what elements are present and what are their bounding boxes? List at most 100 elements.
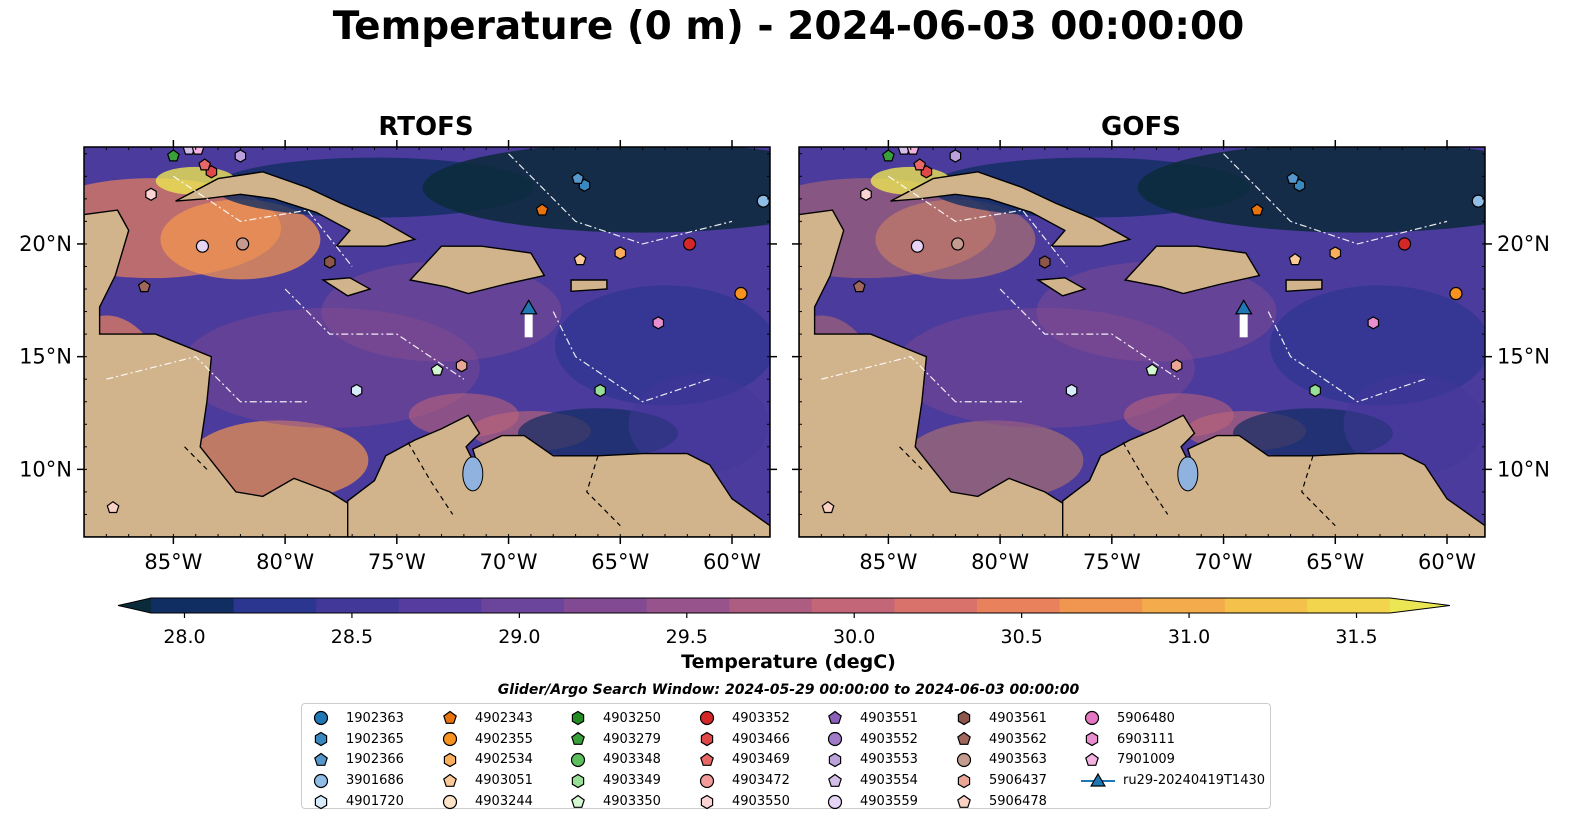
y-tick-label-gofs: 15°N (1497, 345, 1550, 369)
marker-3901686-rtofs (756, 194, 770, 208)
marker-4903550-rtofs (145, 187, 157, 201)
marker-4903553-gofs (949, 149, 962, 163)
legend-marker (313, 773, 329, 788)
legend-label: 4903350 (603, 794, 661, 810)
legend-marker-3901686 (313, 773, 329, 788)
legend-marker-7901009 (1085, 752, 1099, 766)
land-jamaica (1035, 277, 1087, 297)
legend-label: 5906480 (1117, 710, 1175, 726)
marker-3901686-gofs (1471, 194, 1485, 208)
marker-4903563-rtofs (236, 237, 250, 251)
colorbar-tick-label: 30.0 (833, 626, 875, 646)
legend-item: 1902366 (310, 750, 404, 771)
legend-column: 5906480 6903111 7901009 ru29-20240419T1430 (1081, 708, 1265, 791)
legend-item: 4903561 (953, 708, 1047, 729)
legend-item: 4903352 (696, 708, 790, 729)
legend-item: 4903551 (824, 708, 918, 729)
legend-label: 4902355 (475, 731, 533, 747)
legend: 1902363 1902365 1902366 3901686 4901720 49023… (301, 703, 1271, 809)
legend-label: 4903551 (860, 710, 918, 726)
x-tick-label-gofs: 85°W (859, 550, 917, 574)
marker-ru29-20240419T1430-rtofs (519, 299, 538, 315)
legend-item: 4903469 (696, 750, 790, 771)
legend-label: 1902366 (346, 752, 404, 768)
x-tick-label-gofs: 75°W (1083, 550, 1141, 574)
legend-marker (443, 711, 457, 725)
marker-4903559-gofs (910, 239, 925, 253)
marker-5906437-gofs (1170, 359, 1183, 373)
marker-4903554-gofs (897, 147, 911, 155)
legend-marker (957, 773, 971, 788)
legend-marker (956, 752, 972, 768)
marker-4903559-rtofs (195, 239, 210, 253)
legend-item: 4903563 (953, 750, 1047, 771)
legend-item: 5906478 (953, 791, 1047, 812)
marker-1902366-gofs (1286, 171, 1300, 184)
legend-item: 4903466 (696, 729, 790, 750)
marker-4903279-gofs (881, 149, 895, 162)
panel-title-rtofs: RTOFS (378, 112, 474, 142)
colorbar-tick-label: 30.5 (1000, 626, 1042, 646)
land-puertoRico (570, 279, 608, 293)
legend-item: 4903250 (567, 708, 661, 729)
legend-marker (700, 731, 714, 747)
legend-marker (314, 794, 328, 809)
legend-marker-4903348 (570, 752, 586, 768)
marker-4903562-rtofs (137, 280, 151, 293)
marker-4903051-gofs (1288, 252, 1302, 266)
x-tick-label-gofs: 80°W (971, 550, 1029, 574)
legend-item: 6903111 (1081, 729, 1265, 750)
legend-marker (699, 773, 715, 788)
legend-item: 4903472 (696, 770, 790, 791)
marker-4903352-gofs (1397, 237, 1412, 251)
marker-4903469-rtofs (198, 158, 212, 171)
legend-label: 4903348 (603, 752, 661, 768)
legend-item: 4903562 (953, 729, 1047, 750)
legend-marker (828, 773, 842, 787)
legend-label: 4903559 (860, 794, 918, 810)
legend-item: 1902365 (310, 729, 404, 750)
legend-label: 4903244 (475, 794, 533, 810)
figure-title: Temperature (0 m) - 2024-06-03 00:00:00 (332, 4, 1245, 49)
legend-item: 3901686 (310, 770, 404, 791)
legend-marker (1081, 772, 1115, 787)
legend-marker-4903279 (571, 731, 585, 746)
legend-label: 4903550 (732, 794, 790, 810)
y-tick-label-gofs: 20°N (1497, 232, 1550, 256)
marker-4903562-gofs (852, 280, 866, 293)
land-hispaniola (1123, 245, 1261, 295)
legend-label: 4903352 (732, 710, 790, 726)
colorbar-tick-label: 28.5 (331, 626, 373, 646)
legend-marker-4903551 (828, 711, 842, 725)
legend-item: 4903279 (567, 729, 661, 750)
legend-marker-4903250 (571, 711, 585, 726)
legend-label: 4903561 (989, 710, 1047, 726)
x-tick-label-rtofs: 75°W (368, 550, 426, 574)
marker-4903279-rtofs (166, 149, 180, 162)
legend-item: 7901009 (1081, 750, 1265, 771)
legend-marker-4903552 (827, 732, 843, 747)
marker-4903469-gofs (913, 158, 927, 171)
legend-column: 4903352 4903466 4903469 4903472 4903550 (696, 708, 790, 812)
legend-column: 4903561 4903562 4903563 5906437 5906478 (953, 708, 1047, 812)
legend-marker-6903111 (1085, 731, 1099, 747)
panel-title-gofs: GOFS (1101, 112, 1181, 142)
legend-item: 5906480 (1081, 708, 1265, 729)
legend-item: 4903552 (824, 729, 918, 750)
legend-label: 4903562 (989, 731, 1047, 747)
legend-item: 4903350 (567, 791, 661, 812)
legend-marker-4902534 (443, 752, 457, 768)
legend-label: 6903111 (1117, 731, 1175, 747)
land-jamaica (320, 277, 372, 297)
colorbar-tick-label: 28.0 (163, 626, 205, 646)
marker-4901720-rtofs (350, 383, 363, 398)
marker-6903111-gofs (1367, 316, 1380, 330)
legend-marker (443, 773, 457, 787)
marker-1902366-rtofs (571, 171, 585, 184)
legend-label: 4903469 (732, 752, 790, 768)
legend-marker (957, 711, 971, 726)
marker-4902343-gofs (1250, 203, 1264, 216)
legend-label: 1902365 (346, 731, 404, 747)
legend-marker-4903350 (571, 794, 585, 808)
land-puertoRico (1285, 279, 1323, 293)
